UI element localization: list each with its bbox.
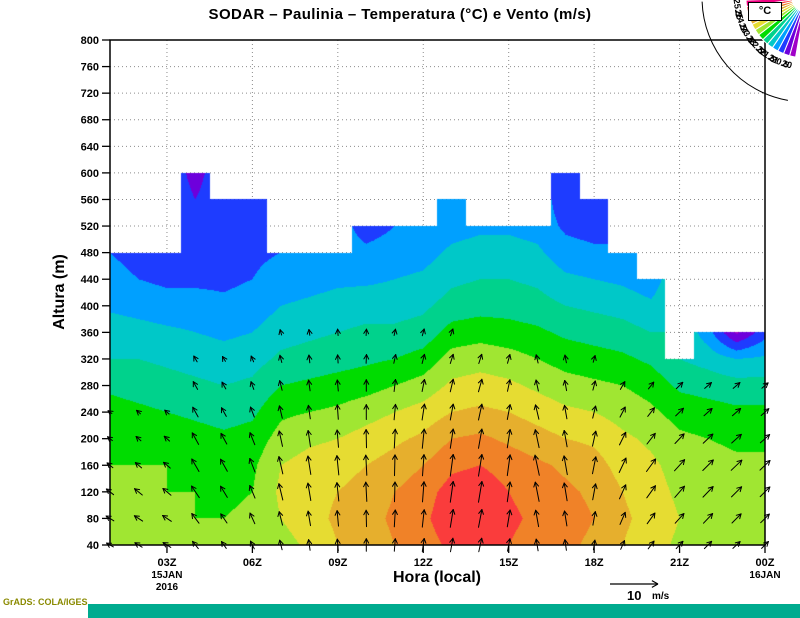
x-tick-label: 00Z <box>756 557 775 569</box>
colorbar-tick-label: 22 <box>755 44 769 58</box>
x-tick-label: 03Z <box>157 557 176 569</box>
grads-watermark: GrADS: COLA/IGES <box>3 597 88 607</box>
plot-frame <box>109 39 766 546</box>
y-tick-label: 680 <box>81 115 99 127</box>
date-label: 15JAN <box>151 570 182 581</box>
colorbar-outer-arc <box>701 1 788 101</box>
x-tick-label: 18Z <box>585 557 604 569</box>
y-tick-label: 120 <box>81 487 99 499</box>
y-tick-label: 600 <box>81 168 99 180</box>
x-tick-label: 06Z <box>243 557 262 569</box>
chart-title: SODAR – Paulinia – Temperatura (°C) e Ve… <box>208 6 592 23</box>
colorbar-tick-label: 21 <box>767 52 781 66</box>
colorbar-unit-label: °C <box>748 2 782 21</box>
y-tick-label: 720 <box>81 88 99 100</box>
colorbar-tick-label: 23 <box>745 33 759 47</box>
y-tick-label: 640 <box>81 141 99 153</box>
y-tick-label: 800 <box>81 35 99 47</box>
bottom-teal-bar <box>88 604 800 618</box>
y-tick-label: 320 <box>81 354 99 366</box>
x-axis-title: Hora (local) <box>392 569 481 586</box>
wind-reference-unit: m/s <box>652 591 670 602</box>
x-tick-label: 15Z <box>499 557 518 569</box>
y-tick-label: 40 <box>87 540 99 552</box>
y-tick-label: 440 <box>81 274 99 286</box>
y-tick-label: 160 <box>81 460 99 472</box>
colorbar-tick-label: 25 <box>733 9 745 21</box>
colorbar-tick-label: 25.5 <box>731 0 743 17</box>
wind-reference-value: 10 <box>627 588 642 603</box>
y-tick-label: 240 <box>81 407 99 419</box>
x-tick-label: 12Z <box>414 557 433 569</box>
y-tick-label: 760 <box>81 62 99 74</box>
y-tick-label: 200 <box>81 434 99 446</box>
y-tick-label: 400 <box>81 301 99 313</box>
y-tick-label: 280 <box>81 381 99 393</box>
y-axis-title: Altura (m) <box>51 254 68 330</box>
colorbar-tick-label: 20 <box>781 58 793 70</box>
y-tick-label: 520 <box>81 221 99 233</box>
wind-reference-arrow <box>610 580 659 588</box>
date-label: 16JAN <box>749 570 780 581</box>
y-tick-label: 80 <box>87 513 99 525</box>
y-tick-label: 560 <box>81 194 99 206</box>
y-tick-label: 480 <box>81 248 99 260</box>
colorbar-tick-label: 24 <box>737 22 750 35</box>
y-tick-label: 360 <box>81 327 99 339</box>
x-tick-label: 21Z <box>670 557 689 569</box>
date-label: 2016 <box>156 582 179 593</box>
x-tick-label: 09Z <box>328 557 347 569</box>
